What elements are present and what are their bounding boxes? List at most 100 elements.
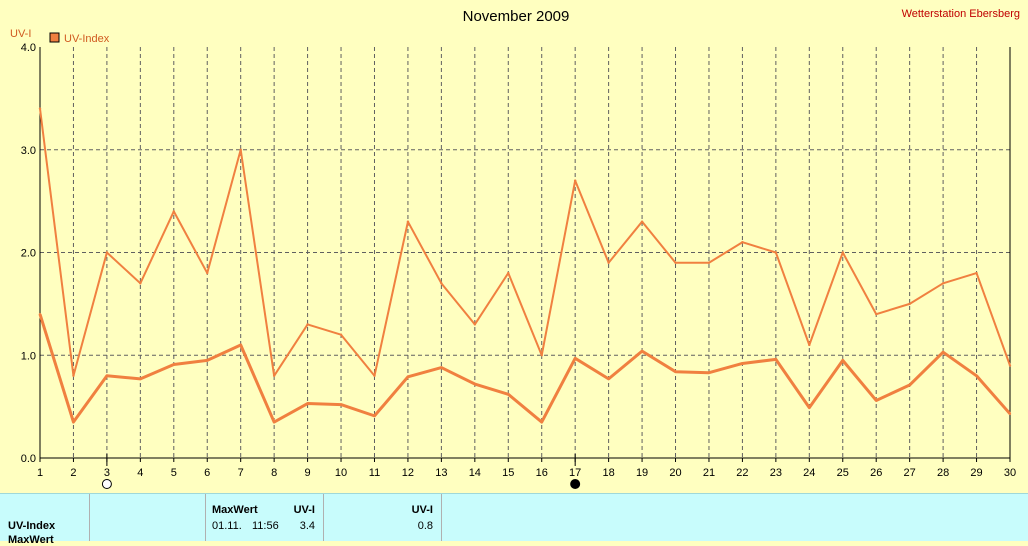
x-tick-label: 3 xyxy=(104,467,110,479)
panel-col-label: UV-Index MaxWert xyxy=(0,494,90,546)
y-tick-label: 3.0 xyxy=(21,145,36,157)
data-point-max xyxy=(38,107,42,110)
data-point-mean xyxy=(941,350,945,354)
data-point-max xyxy=(774,251,778,254)
legend-swatch xyxy=(49,32,60,43)
data-point-mean xyxy=(239,343,242,347)
x-tick-label: 4 xyxy=(137,467,143,479)
x-tick-label: 22 xyxy=(736,467,748,479)
data-point-max xyxy=(640,220,644,223)
x-tick-label: 23 xyxy=(770,467,782,479)
x-tick-label: 25 xyxy=(837,467,849,479)
x-tick-label: 12 xyxy=(402,467,414,479)
data-point-max xyxy=(875,312,878,316)
x-tick-label: 29 xyxy=(970,467,982,479)
x-tick-label: 6 xyxy=(204,467,210,479)
panel-row-label: UV-Index xyxy=(8,520,56,532)
data-point-max xyxy=(172,210,175,213)
series-line-mean xyxy=(38,313,1012,424)
data-point-max xyxy=(72,374,75,377)
y-tick-label: 0.0 xyxy=(21,453,36,465)
panel-col-max: MaxWert UV-I 01.11. 11:56 3.4 xyxy=(206,494,324,541)
x-tick-label: 7 xyxy=(238,467,244,479)
series-layer xyxy=(38,107,1012,424)
info-panel: UV-Index MaxWert MaxWert UV-I 01.11. 11:… xyxy=(0,493,1028,546)
x-tick-label: 28 xyxy=(937,467,949,479)
data-point-max xyxy=(139,282,142,285)
panel-col-empty xyxy=(90,494,206,541)
x-tick-label: 30 xyxy=(1004,467,1016,479)
data-point-mean xyxy=(674,370,677,373)
uv-chart: November 2009 Wetterstation Ebersberg UV… xyxy=(10,8,1020,489)
data-point-mean xyxy=(640,349,644,353)
legend-label: UV-Index xyxy=(64,33,110,45)
data-point-max xyxy=(507,271,510,275)
data-point-mean xyxy=(139,377,142,381)
data-point-mean xyxy=(440,366,443,369)
data-point-mean xyxy=(507,393,510,396)
data-point-max xyxy=(373,374,376,377)
data-point-mean xyxy=(105,374,109,377)
x-tick-label: 9 xyxy=(305,467,311,479)
x-tick-label: 11 xyxy=(369,467,380,479)
data-point-max xyxy=(841,251,844,254)
x-tick-label: 16 xyxy=(536,467,548,479)
x-tick-label: 2 xyxy=(70,467,76,479)
data-point-max xyxy=(306,323,309,326)
data-point-mean xyxy=(1008,412,1012,416)
data-point-max xyxy=(707,261,711,264)
max-unit-header: UV-I xyxy=(293,504,315,516)
panel-row-label-2: MaxWert xyxy=(8,534,54,546)
data-point-mean xyxy=(373,414,376,418)
data-point-max xyxy=(741,241,744,244)
x-tick-label: 18 xyxy=(602,467,614,479)
data-point-mean xyxy=(875,399,878,402)
data-point-mean xyxy=(741,362,744,365)
data-point-mean xyxy=(774,358,778,361)
data-point-mean xyxy=(406,375,410,379)
panel-col-avg: UV-I 0.8 xyxy=(324,494,442,541)
x-tick-label: 20 xyxy=(669,467,681,479)
data-point-mean xyxy=(607,377,610,381)
data-point-max xyxy=(272,374,276,377)
filled-circle-icon xyxy=(570,479,581,489)
data-point-mean xyxy=(808,406,811,409)
x-tick-label: 24 xyxy=(803,467,815,479)
avg-header: UV-I xyxy=(411,504,433,516)
data-point-max xyxy=(206,271,209,275)
max-time: 11:56 xyxy=(252,520,279,532)
x-tick-label: 14 xyxy=(469,467,481,479)
y-tick-label: 4.0 xyxy=(21,42,36,54)
data-point-max xyxy=(339,333,343,336)
data-point-max xyxy=(1008,364,1012,367)
series-line-max xyxy=(39,108,1011,377)
data-point-mean xyxy=(272,420,276,424)
x-tick-label: 15 xyxy=(502,467,514,479)
y-tick-label: 2.0 xyxy=(21,248,36,260)
data-point-max xyxy=(440,282,443,285)
x-tick-label: 21 xyxy=(703,467,715,479)
x-tick-label: 13 xyxy=(435,467,447,479)
data-point-mean xyxy=(573,357,577,360)
data-point-mean xyxy=(975,374,978,377)
station-name: Wetterstation Ebersberg xyxy=(902,8,1020,20)
data-point-max xyxy=(473,323,477,326)
chart-area: November 2009 Wetterstation Ebersberg UV… xyxy=(10,8,1020,489)
data-point-max xyxy=(607,261,610,264)
data-point-max xyxy=(406,220,410,223)
data-point-max xyxy=(239,148,242,151)
x-tick-label: 8 xyxy=(271,467,277,479)
marker-layer xyxy=(101,454,581,489)
data-point-mean xyxy=(38,312,42,316)
data-point-mean xyxy=(540,420,543,424)
data-point-max xyxy=(540,354,543,357)
chart-title: November 2009 xyxy=(463,8,570,25)
open-circle-icon xyxy=(101,479,112,489)
axis-layer: 0.01.02.03.04.01 2 3 4 5 6 7 8 9 10 11 12 13 14 15 16 17… xyxy=(21,42,1016,479)
data-point-max xyxy=(105,251,109,254)
data-point-mean xyxy=(841,359,844,362)
grid-layer xyxy=(40,47,1010,458)
x-tick-label: 10 xyxy=(335,467,347,479)
avg-value: 0.8 xyxy=(417,520,433,532)
x-tick-label: 26 xyxy=(870,467,882,479)
